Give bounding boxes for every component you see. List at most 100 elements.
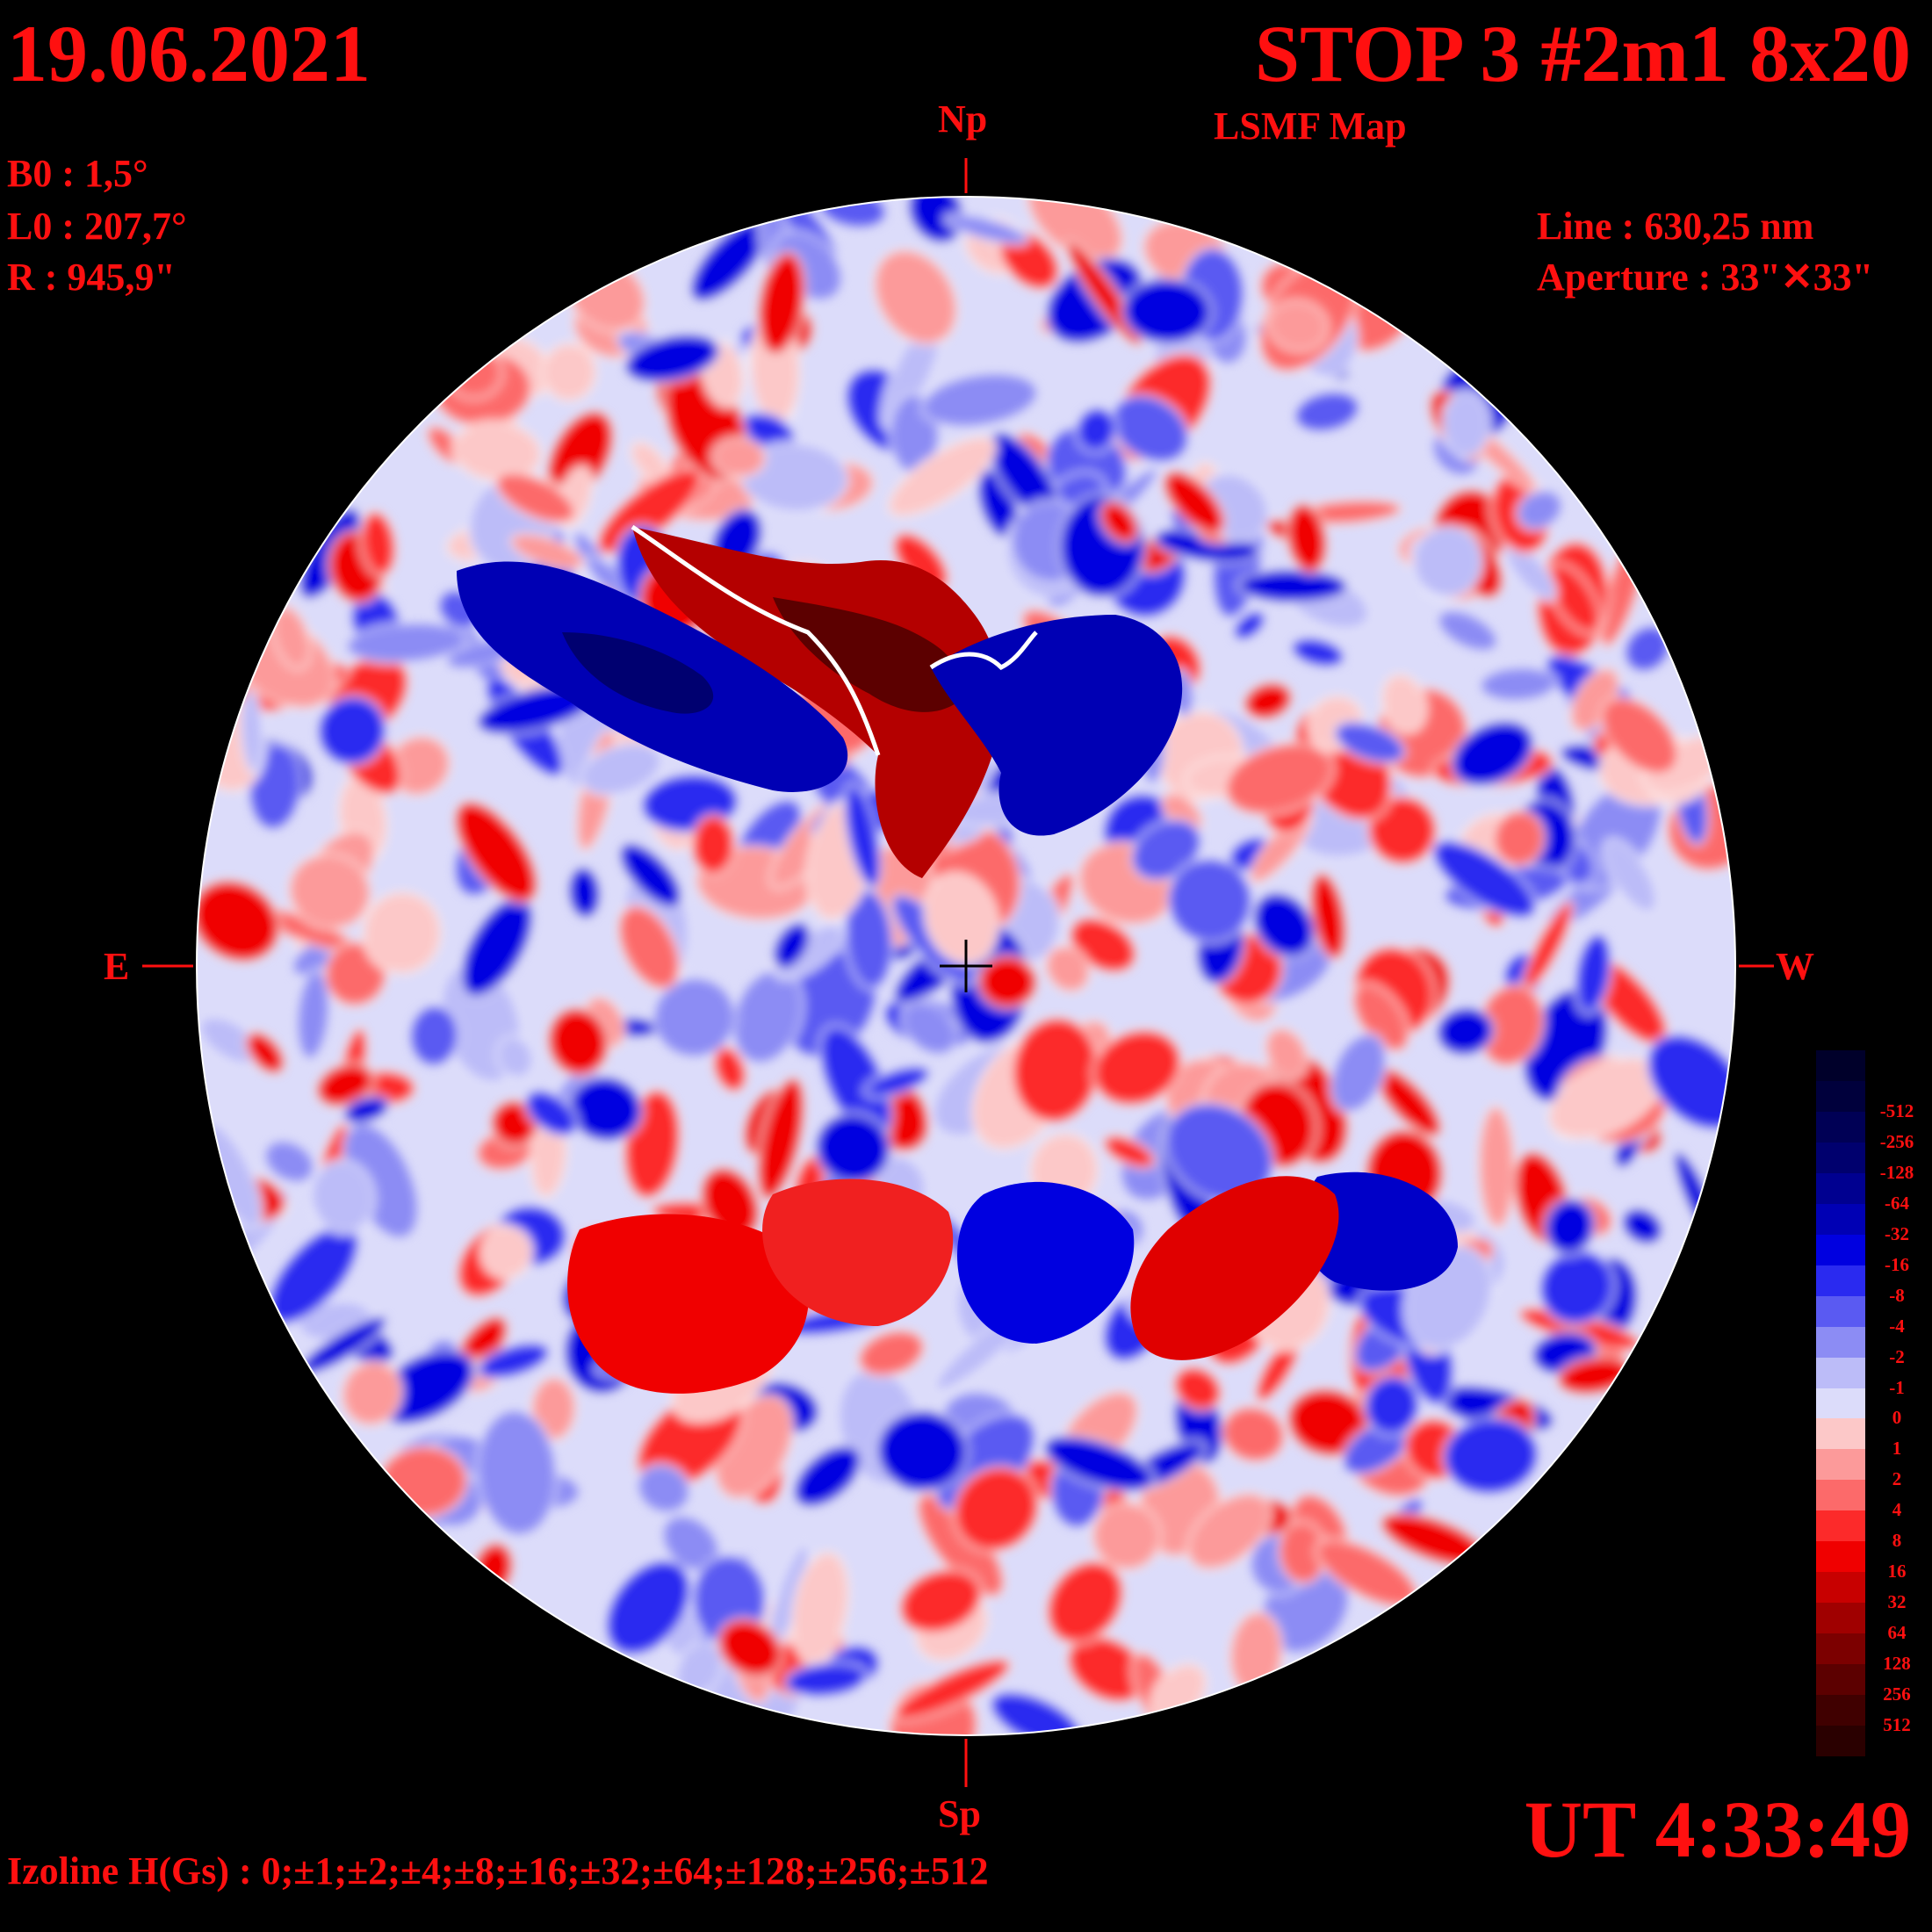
field-patch — [857, 1329, 926, 1378]
field-patch — [476, 1341, 551, 1381]
field-patch — [454, 800, 539, 905]
field-patch — [1162, 470, 1227, 536]
active-region-core — [773, 597, 960, 712]
field-patch — [863, 1065, 932, 1099]
field-patch — [1516, 488, 1564, 531]
spectral-line-parameter: Line : 630,25 nm — [1537, 205, 1814, 248]
field-patch — [567, 1075, 644, 1143]
field-patch — [1092, 1028, 1183, 1107]
field-patch — [892, 1658, 1012, 1721]
color-scale-label: -2 — [1889, 1345, 1905, 1367]
field-patch — [1186, 1492, 1272, 1570]
field-patch — [1477, 1105, 1516, 1229]
field-patch — [566, 865, 602, 919]
field-patch — [1492, 809, 1546, 868]
field-patch — [1450, 719, 1535, 788]
color-scale-swatch — [1816, 1142, 1865, 1173]
color-scale-swatch — [1816, 1572, 1865, 1604]
field-patch — [690, 813, 737, 876]
observation-date: 19.06.2021 — [7, 9, 371, 98]
field-patch — [843, 782, 883, 890]
color-scale-label: -128 — [1879, 1161, 1914, 1183]
color-scale-swatch — [1816, 1633, 1865, 1665]
field-patch — [1110, 393, 1190, 464]
color-scale-label: 1 — [1892, 1438, 1902, 1460]
map-type-label: LSMF Map — [1214, 105, 1407, 148]
field-patch — [1232, 609, 1266, 641]
field-patch — [617, 904, 681, 991]
field-patch — [907, 197, 965, 244]
field-patch — [1363, 1374, 1421, 1437]
color-scale-label: 2 — [1892, 1468, 1902, 1490]
negative-region-south-center — [957, 1181, 1135, 1344]
field-patch — [1166, 857, 1253, 944]
b0-parameter: B0 : 1,5° — [7, 152, 148, 195]
color-scale-label: 8 — [1892, 1530, 1902, 1552]
field-patch — [1381, 673, 1427, 733]
positive-region-southeast — [567, 1214, 809, 1394]
field-patch — [263, 1139, 316, 1185]
color-scale-bar — [1816, 1050, 1865, 1757]
field-patch — [624, 333, 721, 385]
field-patch — [309, 1158, 376, 1236]
color-scale-swatch — [1816, 1265, 1865, 1296]
field-patch — [1478, 666, 1559, 703]
color-scale-label: -256 — [1879, 1130, 1914, 1152]
field-patch — [1441, 389, 1492, 458]
field-patch — [596, 466, 703, 556]
field-patch — [636, 1463, 692, 1515]
field-patch — [1435, 1006, 1496, 1056]
color-scale-label: 16 — [1887, 1561, 1907, 1582]
field-patch — [1243, 681, 1294, 721]
field-patch — [408, 1004, 460, 1068]
color-scale-label: -32 — [1885, 1222, 1909, 1244]
field-patch — [240, 688, 265, 775]
field-patch — [876, 1409, 970, 1493]
universal-time: UT 4:33:49 — [1524, 1784, 1911, 1874]
field-patch — [359, 510, 397, 578]
aperture-parameter: Aperture : 33"✕33" — [1537, 256, 1874, 299]
l0-parameter: L0 : 207,7° — [7, 205, 187, 248]
field-patch — [1267, 299, 1329, 352]
color-scale-label: 512 — [1883, 1714, 1911, 1736]
color-scale-swatch — [1816, 1172, 1865, 1204]
field-patch — [490, 1099, 539, 1148]
field-patch — [579, 742, 664, 797]
isoline-levels: Izoline H(Gs) : 0;±1;±2;±4;±8;±16;±32;±6… — [7, 1849, 989, 1892]
east-label: E — [104, 945, 130, 988]
field-patch — [1264, 1027, 1308, 1079]
field-patch — [618, 842, 683, 910]
color-scale-swatch — [1816, 1603, 1865, 1634]
field-patch — [873, 249, 958, 346]
field-patch — [1543, 1197, 1597, 1257]
positive-region-south — [1130, 1176, 1339, 1360]
color-scale-label: 64 — [1887, 1622, 1907, 1644]
field-patch — [1411, 525, 1483, 599]
color-scale-label: 256 — [1883, 1683, 1911, 1705]
color-scale-swatch — [1816, 1295, 1865, 1327]
field-patch — [1221, 1405, 1286, 1463]
field-patch — [495, 1034, 535, 1080]
field-patch — [756, 250, 807, 357]
field-patch — [342, 1094, 391, 1126]
positive-region-south-2 — [762, 1179, 954, 1326]
field-patch — [604, 1559, 692, 1656]
negative-core-east — [562, 632, 714, 714]
field-patch — [1099, 500, 1140, 544]
field-patch — [923, 872, 999, 965]
active-region-negative-west — [931, 615, 1183, 836]
field-patch — [977, 954, 1038, 1010]
color-scale-label: 32 — [1887, 1591, 1907, 1613]
field-patch — [1620, 1207, 1664, 1245]
color-scale-label: -1 — [1889, 1376, 1905, 1398]
color-scale-label: -16 — [1885, 1253, 1909, 1275]
field-patch — [1172, 1366, 1222, 1412]
north-pole-label: Np — [938, 97, 988, 141]
color-scale-swatch — [1816, 1357, 1865, 1388]
field-patch — [1236, 568, 1350, 604]
field-patch — [509, 532, 585, 571]
field-patch — [756, 1077, 806, 1201]
field-patch — [344, 621, 469, 665]
field-patch — [887, 436, 997, 518]
